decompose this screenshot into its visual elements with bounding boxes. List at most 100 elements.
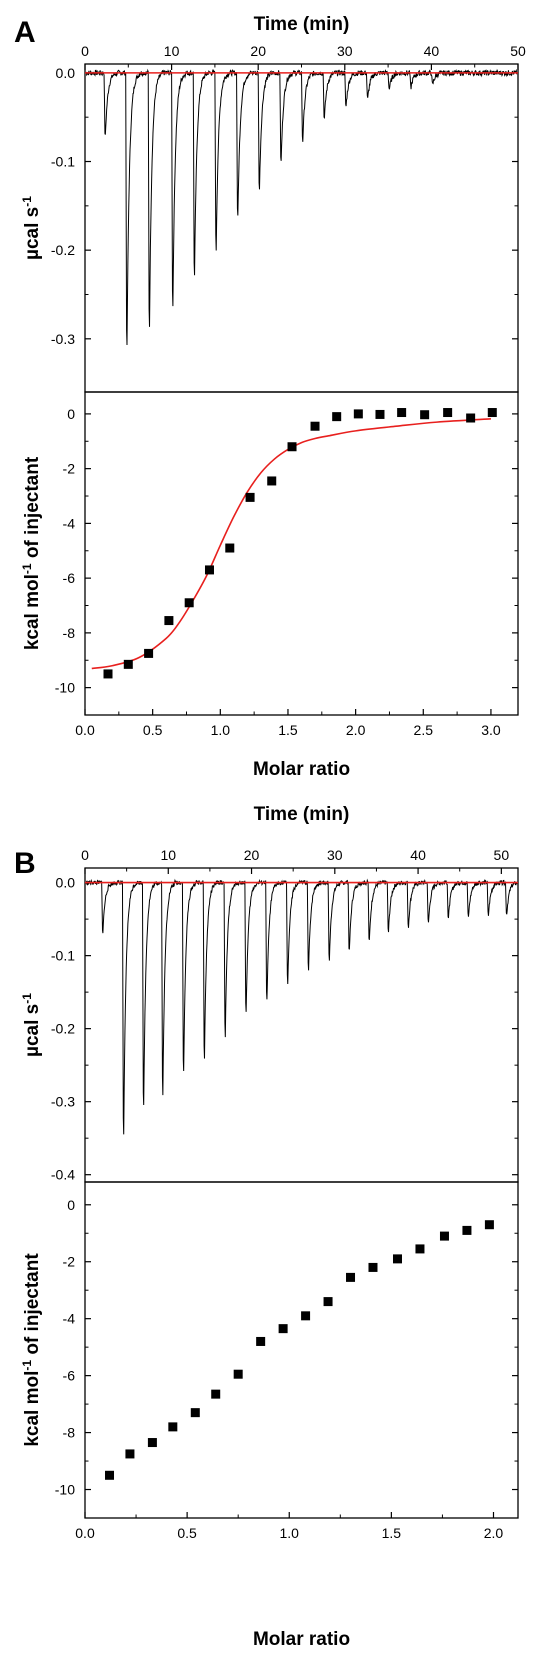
data-point <box>256 1336 266 1346</box>
data-point <box>267 476 277 486</box>
y-tick-label: -2 <box>63 461 76 477</box>
data-point <box>323 1297 333 1307</box>
x-tick-label: 50 <box>510 43 526 59</box>
data-point <box>487 408 497 418</box>
x-axis-title: Time (min) <box>254 14 350 35</box>
y-tick-label: -0.3 <box>51 1094 75 1110</box>
y-tick-label: -8 <box>63 1425 76 1441</box>
x-tick-label: 1.0 <box>280 1525 300 1541</box>
raw-heat-trace <box>85 878 518 1135</box>
data-point <box>147 1438 157 1448</box>
data-point <box>190 1408 200 1418</box>
x-tick-label: 0 <box>81 43 89 59</box>
x-tick-label: 1.5 <box>382 1525 402 1541</box>
y-axis-title-part: kcal mol <box>22 574 43 650</box>
y-axis-title-superscript: -1 <box>20 1360 34 1371</box>
y-tick-label: -4 <box>63 515 76 531</box>
y-tick-label: -0.1 <box>51 154 75 170</box>
data-point <box>368 1262 378 1272</box>
panel-b-letter: B <box>14 847 36 880</box>
x-axis-title: Time (min) <box>254 804 350 825</box>
data-point <box>168 1422 178 1432</box>
y-tick-label: -0.2 <box>51 1021 75 1037</box>
data-point <box>397 408 407 418</box>
x-axis-title: Molar ratio <box>253 1629 350 1650</box>
x-tick-label: 40 <box>424 43 440 59</box>
x-tick-label: 10 <box>164 43 180 59</box>
data-point <box>103 669 113 679</box>
x-tick-label: 50 <box>494 847 510 863</box>
y-tick-label: -10 <box>55 680 75 696</box>
data-point <box>439 1231 449 1241</box>
data-point <box>443 408 453 418</box>
data-point <box>484 1220 494 1230</box>
data-point <box>245 492 255 502</box>
y-tick-label: 0 <box>67 1197 75 1213</box>
data-point <box>301 1311 311 1321</box>
x-tick-label: 0.0 <box>75 722 95 738</box>
x-tick-label: 0.5 <box>143 722 163 738</box>
y-tick-label: -2 <box>63 1254 76 1270</box>
data-point <box>415 1244 425 1254</box>
plot-frame <box>84 63 519 393</box>
y-tick-label: -6 <box>63 570 76 586</box>
x-tick-label: 0.0 <box>75 1525 95 1541</box>
plot-frame <box>84 391 519 716</box>
panel-a-letter: A <box>14 16 36 49</box>
y-axis-title: kcal mol-1 of injectant <box>20 1253 43 1447</box>
y-axis-title-superscript: -1 <box>20 563 34 574</box>
data-point <box>125 1449 135 1459</box>
x-tick-label: 3.0 <box>481 722 501 738</box>
x-tick-label: 30 <box>327 847 343 863</box>
data-point <box>233 1369 243 1379</box>
data-point <box>392 1254 402 1264</box>
y-axis-title: kcal mol-1 of injectant <box>20 456 43 650</box>
x-tick-label: 20 <box>250 43 266 59</box>
data-point <box>346 1272 356 1282</box>
data-point <box>105 1470 115 1480</box>
y-axis-title: µcal s-1 <box>20 993 43 1057</box>
x-tick-label: 0.5 <box>177 1525 197 1541</box>
x-tick-label: 0 <box>81 847 89 863</box>
plot-frame <box>84 1181 519 1519</box>
data-point <box>123 659 133 669</box>
y-tick-label: -8 <box>63 625 76 641</box>
y-axis-title: µcal s-1 <box>20 196 43 260</box>
x-tick-label: 1.0 <box>211 722 231 738</box>
thermogram-panel-b: 0 10 20 30 40 50 0.0 -0.1 -0.2 -0.3 -0.4 Time (min)… <box>20 804 519 1183</box>
charts-layer: 0 10 20 30 40 50 0.0 -0.1 -0.2 -0.3 Time (min) µcal… <box>20 14 526 1650</box>
data-point <box>332 412 342 422</box>
isotherm-panel-a: 0.0 0.5 1.0 1.5 2.0 2.5 3.0 0 -2 -4 -6 -8 -10 Molar r… <box>20 391 519 780</box>
data-point <box>278 1324 288 1334</box>
x-axis-title: Molar ratio <box>253 759 350 780</box>
x-tick-label: 2.0 <box>346 722 366 738</box>
x-tick-label: 2.0 <box>484 1525 504 1541</box>
y-tick-label: -0.3 <box>51 331 75 347</box>
y-axis-title-part: kcal mol <box>22 1371 43 1447</box>
data-point <box>462 1225 472 1235</box>
isotherm-panel-b: 0.0 0.5 1.0 1.5 2.0 0 -2 -4 -6 -8 -10 Molar ratio kc… <box>20 1181 519 1650</box>
data-point <box>164 616 174 626</box>
data-point <box>375 409 385 419</box>
raw-heat-trace <box>85 68 518 346</box>
y-tick-label: -10 <box>55 1482 75 1498</box>
data-point <box>353 409 363 419</box>
y-tick-label: 0.0 <box>56 875 76 891</box>
y-tick-label: -0.1 <box>51 948 75 964</box>
fit-curve <box>91 418 491 670</box>
data-point <box>466 413 476 423</box>
x-tick-label: 30 <box>337 43 353 59</box>
y-tick-label: -0.2 <box>51 242 75 258</box>
data-point <box>310 421 320 431</box>
y-axis-title-superscript: -1 <box>20 993 34 1004</box>
data-point <box>211 1389 221 1399</box>
data-point <box>184 598 194 608</box>
y-axis-title-part: of injectant <box>22 1253 43 1360</box>
thermogram-panel-a: 0 10 20 30 40 50 0.0 -0.1 -0.2 -0.3 Time (min) µcal… <box>20 14 526 393</box>
data-point <box>420 410 430 420</box>
plot-frame <box>84 867 519 1183</box>
x-tick-label: 1.5 <box>278 722 298 738</box>
y-tick-label: -0.4 <box>51 1167 75 1183</box>
x-tick-label: 40 <box>410 847 426 863</box>
